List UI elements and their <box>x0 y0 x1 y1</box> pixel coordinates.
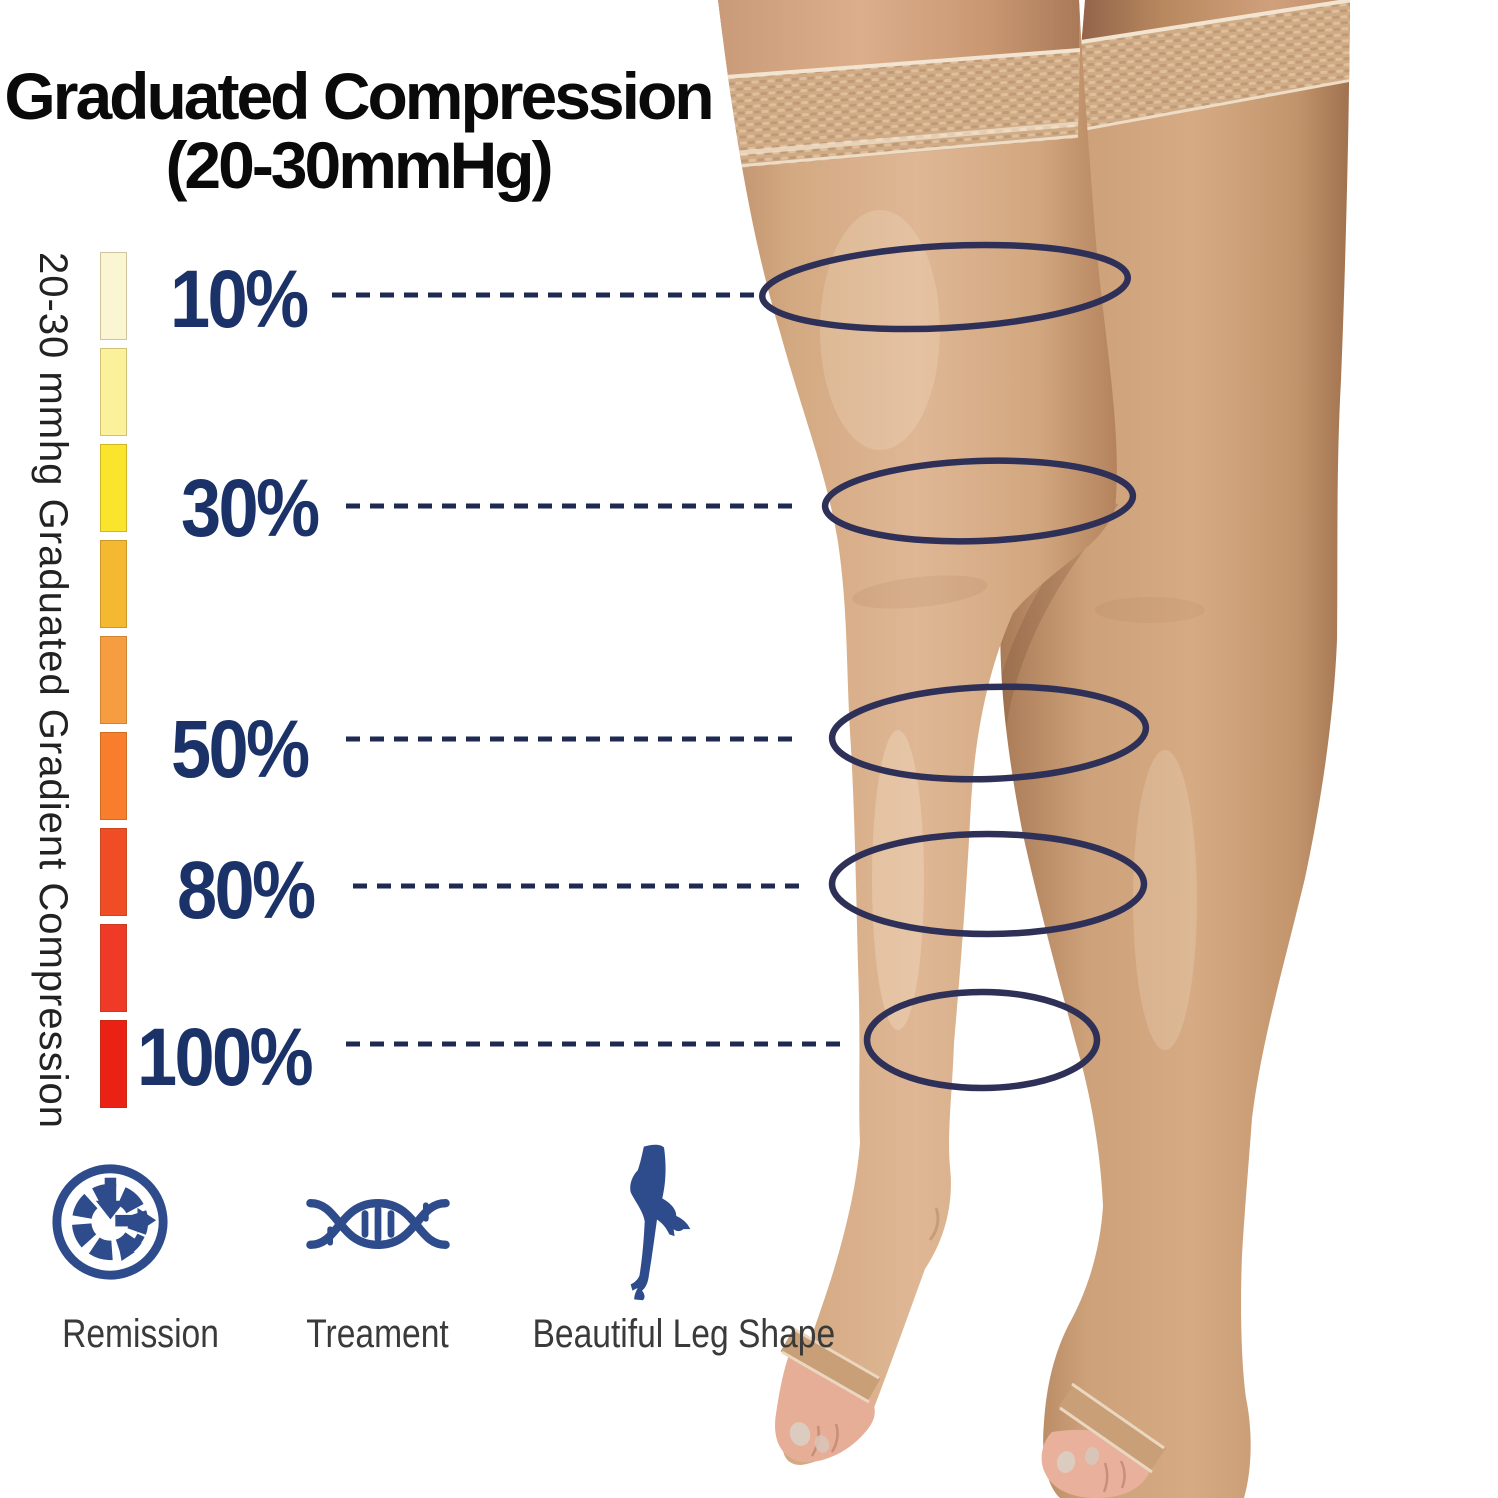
ellipse-80 <box>828 830 1148 938</box>
back-toe-band <box>1058 1382 1166 1474</box>
front-toe-band <box>780 1326 881 1404</box>
ellipse-30 <box>821 457 1137 545</box>
title-line-2: (20-30mmHg) <box>165 128 553 203</box>
compression-level-50: 50% <box>171 704 310 795</box>
measurement-ellipses <box>758 241 1150 1092</box>
scale-segment-6 <box>100 732 127 820</box>
dashed-leader-lines <box>332 292 842 1047</box>
title-line-1: Graduated Compression <box>4 59 714 133</box>
scale-segment-3 <box>100 444 127 532</box>
ellipse-10 <box>758 241 1132 333</box>
scale-segment-1 <box>100 252 127 340</box>
dna-icon <box>306 1199 450 1249</box>
leg-silhouette-icon <box>630 1144 691 1301</box>
front-stocking-band <box>718 50 1080 170</box>
compression-scale-bar <box>100 252 127 1116</box>
front-thigh-skin <box>718 0 1080 80</box>
feature-label-treament: Treament <box>306 1312 449 1356</box>
scale-segment-4 <box>100 540 127 628</box>
page-title: Graduated Compression (20-30mmHg) <box>0 59 716 203</box>
scale-segment-7 <box>100 828 127 916</box>
feature-label-remission: Remission <box>62 1312 219 1356</box>
ellipse-100 <box>863 988 1101 1092</box>
scale-segment-2 <box>100 348 127 436</box>
compression-level-100: 100% <box>137 1012 314 1103</box>
scale-segment-9 <box>100 1020 127 1108</box>
scale-segment-8 <box>100 924 127 1012</box>
clock-remission-icon <box>52 1164 168 1280</box>
ellipse-50 <box>828 683 1150 783</box>
scale-segment-5 <box>100 636 127 724</box>
compression-level-10: 10% <box>170 254 309 345</box>
compression-level-30: 30% <box>181 463 320 554</box>
feature-label-leg-shape: Beautiful Leg Shape <box>532 1312 836 1356</box>
scale-vertical-label: 20-30 mmhg Graduated Gradient Compressio… <box>31 252 75 1129</box>
compression-level-80: 80% <box>177 845 316 936</box>
